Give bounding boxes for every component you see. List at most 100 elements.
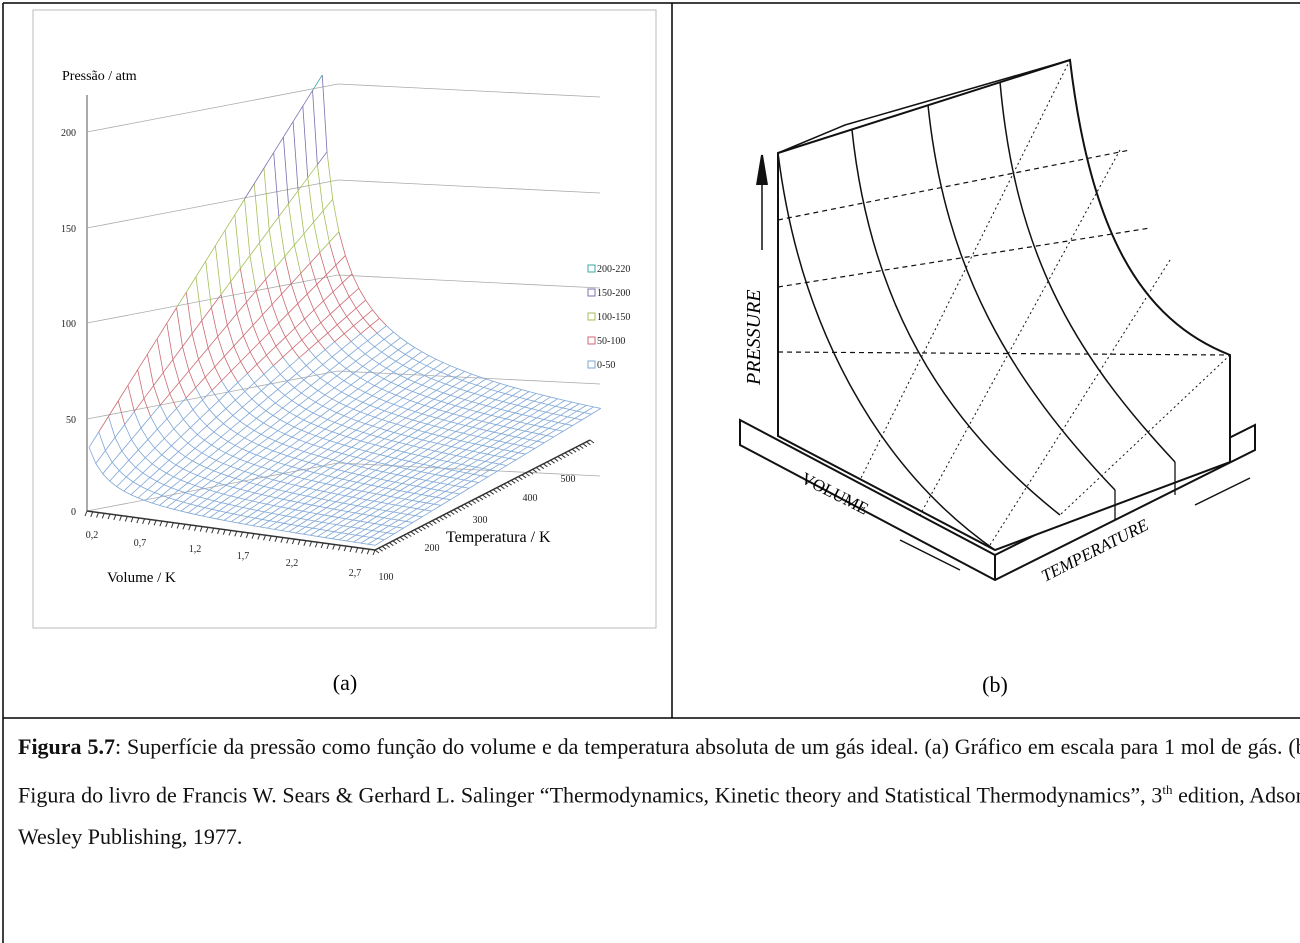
- mesh-line: [137, 497, 146, 502]
- mesh-line: [362, 395, 373, 403]
- mesh-line: [437, 484, 448, 491]
- mesh-line: [402, 391, 413, 399]
- mesh-line: [316, 507, 327, 515]
- mesh-line: [297, 177, 309, 191]
- mesh-line: [185, 456, 193, 462]
- mesh-line: [538, 410, 547, 413]
- mesh-line: [405, 411, 416, 419]
- mesh-line: [187, 442, 196, 449]
- mesh-line: [282, 436, 293, 445]
- mesh-line: [320, 322, 329, 334]
- mesh-line: [426, 496, 437, 504]
- mesh-line: [499, 458, 510, 465]
- mesh-line: [391, 381, 399, 386]
- mesh-line: [418, 454, 426, 458]
- mesh-line: [199, 409, 210, 419]
- mesh-line: [258, 404, 267, 412]
- mesh-line: [330, 486, 341, 494]
- mesh-line: [315, 435, 324, 439]
- mesh-line: [343, 373, 354, 381]
- legend-swatch: [587, 360, 596, 369]
- mesh-line: [362, 358, 373, 367]
- mesh-line: [313, 309, 322, 323]
- mesh-line: [289, 357, 300, 367]
- mesh-line: [216, 460, 224, 464]
- mesh-line: [378, 503, 389, 510]
- mesh-line: [261, 382, 272, 392]
- mesh-line: [379, 398, 387, 403]
- mesh-line: [230, 268, 241, 282]
- mesh-line: [405, 515, 416, 522]
- z-tick: [582, 443, 588, 448]
- mesh-line: [263, 457, 271, 461]
- mesh-line: [488, 397, 496, 401]
- mesh-line: [489, 422, 497, 426]
- mesh-line: [263, 422, 271, 428]
- x-tick: [124, 516, 128, 522]
- mesh-line: [539, 433, 547, 436]
- mesh-line: [202, 515, 210, 518]
- legend-swatch: [587, 288, 596, 297]
- mesh-line: [424, 375, 432, 379]
- mesh-line: [524, 406, 532, 410]
- mesh-line: [263, 479, 274, 487]
- mesh-line: [140, 416, 151, 429]
- mesh-line: [338, 533, 349, 541]
- mesh-line: [125, 467, 137, 478]
- mesh-line: [259, 229, 270, 243]
- mesh-line: [417, 423, 428, 431]
- mesh-line: [399, 466, 407, 470]
- mesh-line: [463, 473, 474, 481]
- mesh-line: [335, 471, 345, 478]
- mesh-line: [348, 427, 357, 431]
- mesh-line: [486, 405, 494, 408]
- mesh-line: [303, 419, 312, 424]
- mesh-line: [401, 427, 411, 435]
- mesh-line: [402, 364, 411, 370]
- mesh-line: [319, 500, 329, 507]
- mesh-line: [294, 451, 305, 459]
- mesh-line: [247, 373, 255, 384]
- mesh-line: [324, 508, 334, 516]
- mesh-line: [425, 450, 436, 458]
- x-tick: [165, 521, 169, 528]
- x-tick: [147, 519, 151, 525]
- mesh-line: [294, 478, 305, 486]
- mesh-line: [449, 476, 458, 480]
- mesh-line: [341, 526, 351, 534]
- mesh-line: [263, 168, 270, 230]
- mesh-line: [249, 255, 257, 291]
- mesh-line: [370, 427, 380, 435]
- mesh-line: [442, 475, 450, 478]
- mesh-line: [166, 499, 177, 508]
- mesh-line: [393, 505, 403, 513]
- mesh-line: [459, 471, 467, 474]
- mesh-line: [501, 456, 510, 459]
- mesh-line: [450, 493, 460, 501]
- mesh-line: [351, 472, 360, 476]
- z-tick: [374, 549, 380, 554]
- mesh-line: [323, 465, 331, 469]
- surface-curve: [999, 81, 1176, 463]
- mesh-line: [367, 436, 378, 444]
- mesh-line: [360, 434, 371, 442]
- mesh-line: [133, 472, 144, 483]
- mesh-line: [340, 480, 350, 488]
- mesh-line: [543, 419, 552, 422]
- mesh-line: [259, 242, 267, 280]
- legend-label: 50-100: [597, 336, 625, 347]
- mesh-line: [142, 463, 153, 474]
- mesh-line: [379, 356, 389, 365]
- mesh-line: [409, 501, 420, 508]
- x-tick: [332, 544, 336, 550]
- mesh-line: [249, 341, 260, 353]
- mesh-line: [428, 495, 437, 498]
- mesh-line: [463, 456, 471, 459]
- z-tick-label: 100: [379, 572, 394, 583]
- mesh-line: [328, 494, 339, 501]
- mesh-line: [313, 438, 324, 446]
- mesh-line: [264, 511, 272, 514]
- mesh-line: [322, 405, 330, 410]
- mesh-line: [395, 388, 406, 396]
- mesh-line: [458, 423, 466, 426]
